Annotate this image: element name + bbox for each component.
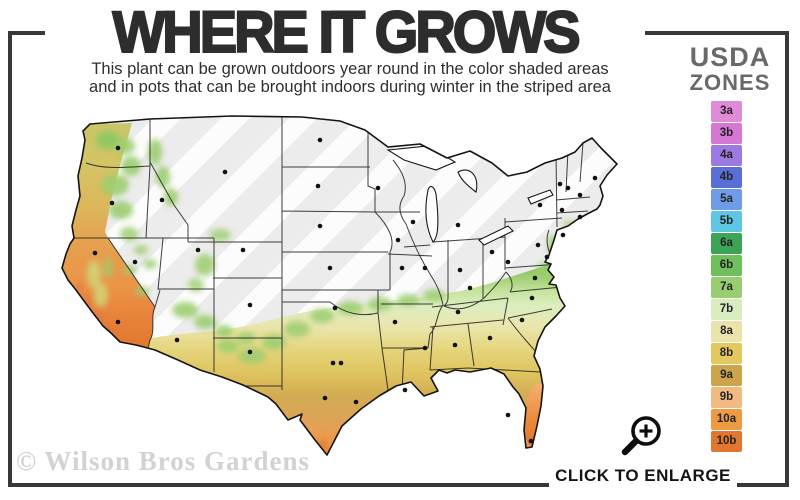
state-dot: [565, 185, 571, 191]
legend-zone-swatch: 5a: [711, 189, 742, 210]
state-dot: [174, 337, 180, 343]
state-dot: [422, 345, 428, 351]
map-striped-overlay: [62, 116, 617, 455]
state-dot: [557, 181, 563, 187]
state-dot: [487, 335, 493, 341]
state-dot: [505, 259, 511, 265]
state-dot: [410, 219, 416, 225]
state-dot: [115, 319, 121, 325]
legend-zone-swatch: 3a: [711, 101, 742, 122]
state-dot: [332, 305, 338, 311]
page-title: WHERE IT GROWS: [111, 0, 581, 65]
state-dot: [560, 232, 566, 238]
state-dot: [537, 202, 543, 208]
state-dot: [577, 192, 583, 198]
state-dot: [532, 275, 538, 281]
state-dot: [592, 175, 598, 181]
legend-zone-swatch: 4b: [711, 167, 742, 188]
magnifier-plus-icon[interactable]: [619, 412, 665, 462]
state-marker-dots: [92, 137, 598, 444]
state-dot: [338, 360, 344, 366]
state-dot: [455, 309, 461, 315]
legend-zone-swatch: 7a: [711, 277, 742, 298]
state-dot: [519, 317, 525, 323]
state-dot: [402, 387, 408, 393]
state-dot: [455, 222, 461, 228]
state-dot: [399, 265, 405, 271]
legend-zone-swatch: 10a: [711, 409, 742, 430]
state-dot: [132, 259, 138, 265]
state-dot: [529, 295, 535, 301]
state-dot: [392, 319, 398, 325]
click-to-enlarge[interactable]: CLICK TO ENLARGE: [545, 464, 741, 488]
legend-zone-swatch: 9b: [711, 387, 742, 408]
state-dot: [559, 207, 565, 213]
state-dot: [222, 169, 228, 175]
subtitle-line-2: and in pots that can be brought indoors …: [89, 78, 611, 96]
state-dot: [247, 349, 253, 355]
state-dot: [489, 249, 495, 255]
click-to-enlarge-label[interactable]: CLICK TO ENLARGE: [549, 464, 737, 488]
us-outline: [61, 115, 618, 456]
state-dot: [535, 242, 541, 248]
state-dot: [315, 183, 321, 189]
state-dot: [457, 267, 463, 273]
legend-zone-swatch: 3b: [711, 123, 742, 144]
watermark-copyright: © Wilson Bros Gardens: [16, 446, 310, 476]
subtitle-line-1: This plant can be grown outdoors year ro…: [91, 60, 609, 78]
us-zone-map[interactable]: [55, 105, 670, 470]
state-dot: [159, 197, 165, 203]
state-dot: [544, 254, 550, 260]
usda-zone-legend: 3a 3b 4a 4b 5a 5b 6a 6b 7a 7b 8a 8b 9a 9b 10a 10b: [711, 101, 742, 453]
state-dot: [327, 265, 333, 271]
legend-zone-swatch: 6b: [711, 255, 742, 276]
state-dot: [240, 247, 246, 253]
state-dot: [375, 185, 381, 191]
state-dot: [115, 145, 121, 151]
state-dot: [452, 342, 458, 348]
legend-heading: USDA ZONES: [666, 44, 794, 95]
state-dot: [322, 395, 328, 401]
legend-heading-usda: USDA: [689, 42, 771, 72]
state-dot: [317, 223, 323, 229]
state-dot: [467, 285, 473, 291]
state-dot: [109, 200, 115, 206]
state-dot: [195, 247, 201, 253]
great-lakes: [386, 145, 554, 246]
state-dot: [92, 250, 98, 256]
legend-zone-swatch: 8b: [711, 343, 742, 364]
state-dot: [577, 214, 583, 220]
legend-zone-swatch: 4a: [711, 145, 742, 166]
subtitle: This plant can be grown outdoors year ro…: [45, 60, 655, 96]
state-dot: [395, 237, 401, 243]
legend-zone-swatch: 5b: [711, 211, 742, 232]
state-borders: [74, 116, 591, 393]
title-block: WHERE IT GROWS: [45, 0, 645, 65]
state-dot: [505, 412, 511, 418]
legend-heading-zones: ZONES: [689, 70, 771, 95]
legend-zone-swatch: 9a: [711, 365, 742, 386]
state-dot: [317, 137, 323, 143]
legend-zone-swatch: 6a: [711, 233, 742, 254]
state-dot: [422, 265, 428, 271]
legend-zone-swatch: 7b: [711, 299, 742, 320]
state-dot: [353, 399, 359, 405]
state-dot: [247, 302, 253, 308]
state-dot: [528, 438, 534, 444]
legend-zone-swatch: 10b: [711, 431, 742, 452]
state-dot: [330, 360, 336, 366]
legend-zone-swatch: 8a: [711, 321, 742, 342]
